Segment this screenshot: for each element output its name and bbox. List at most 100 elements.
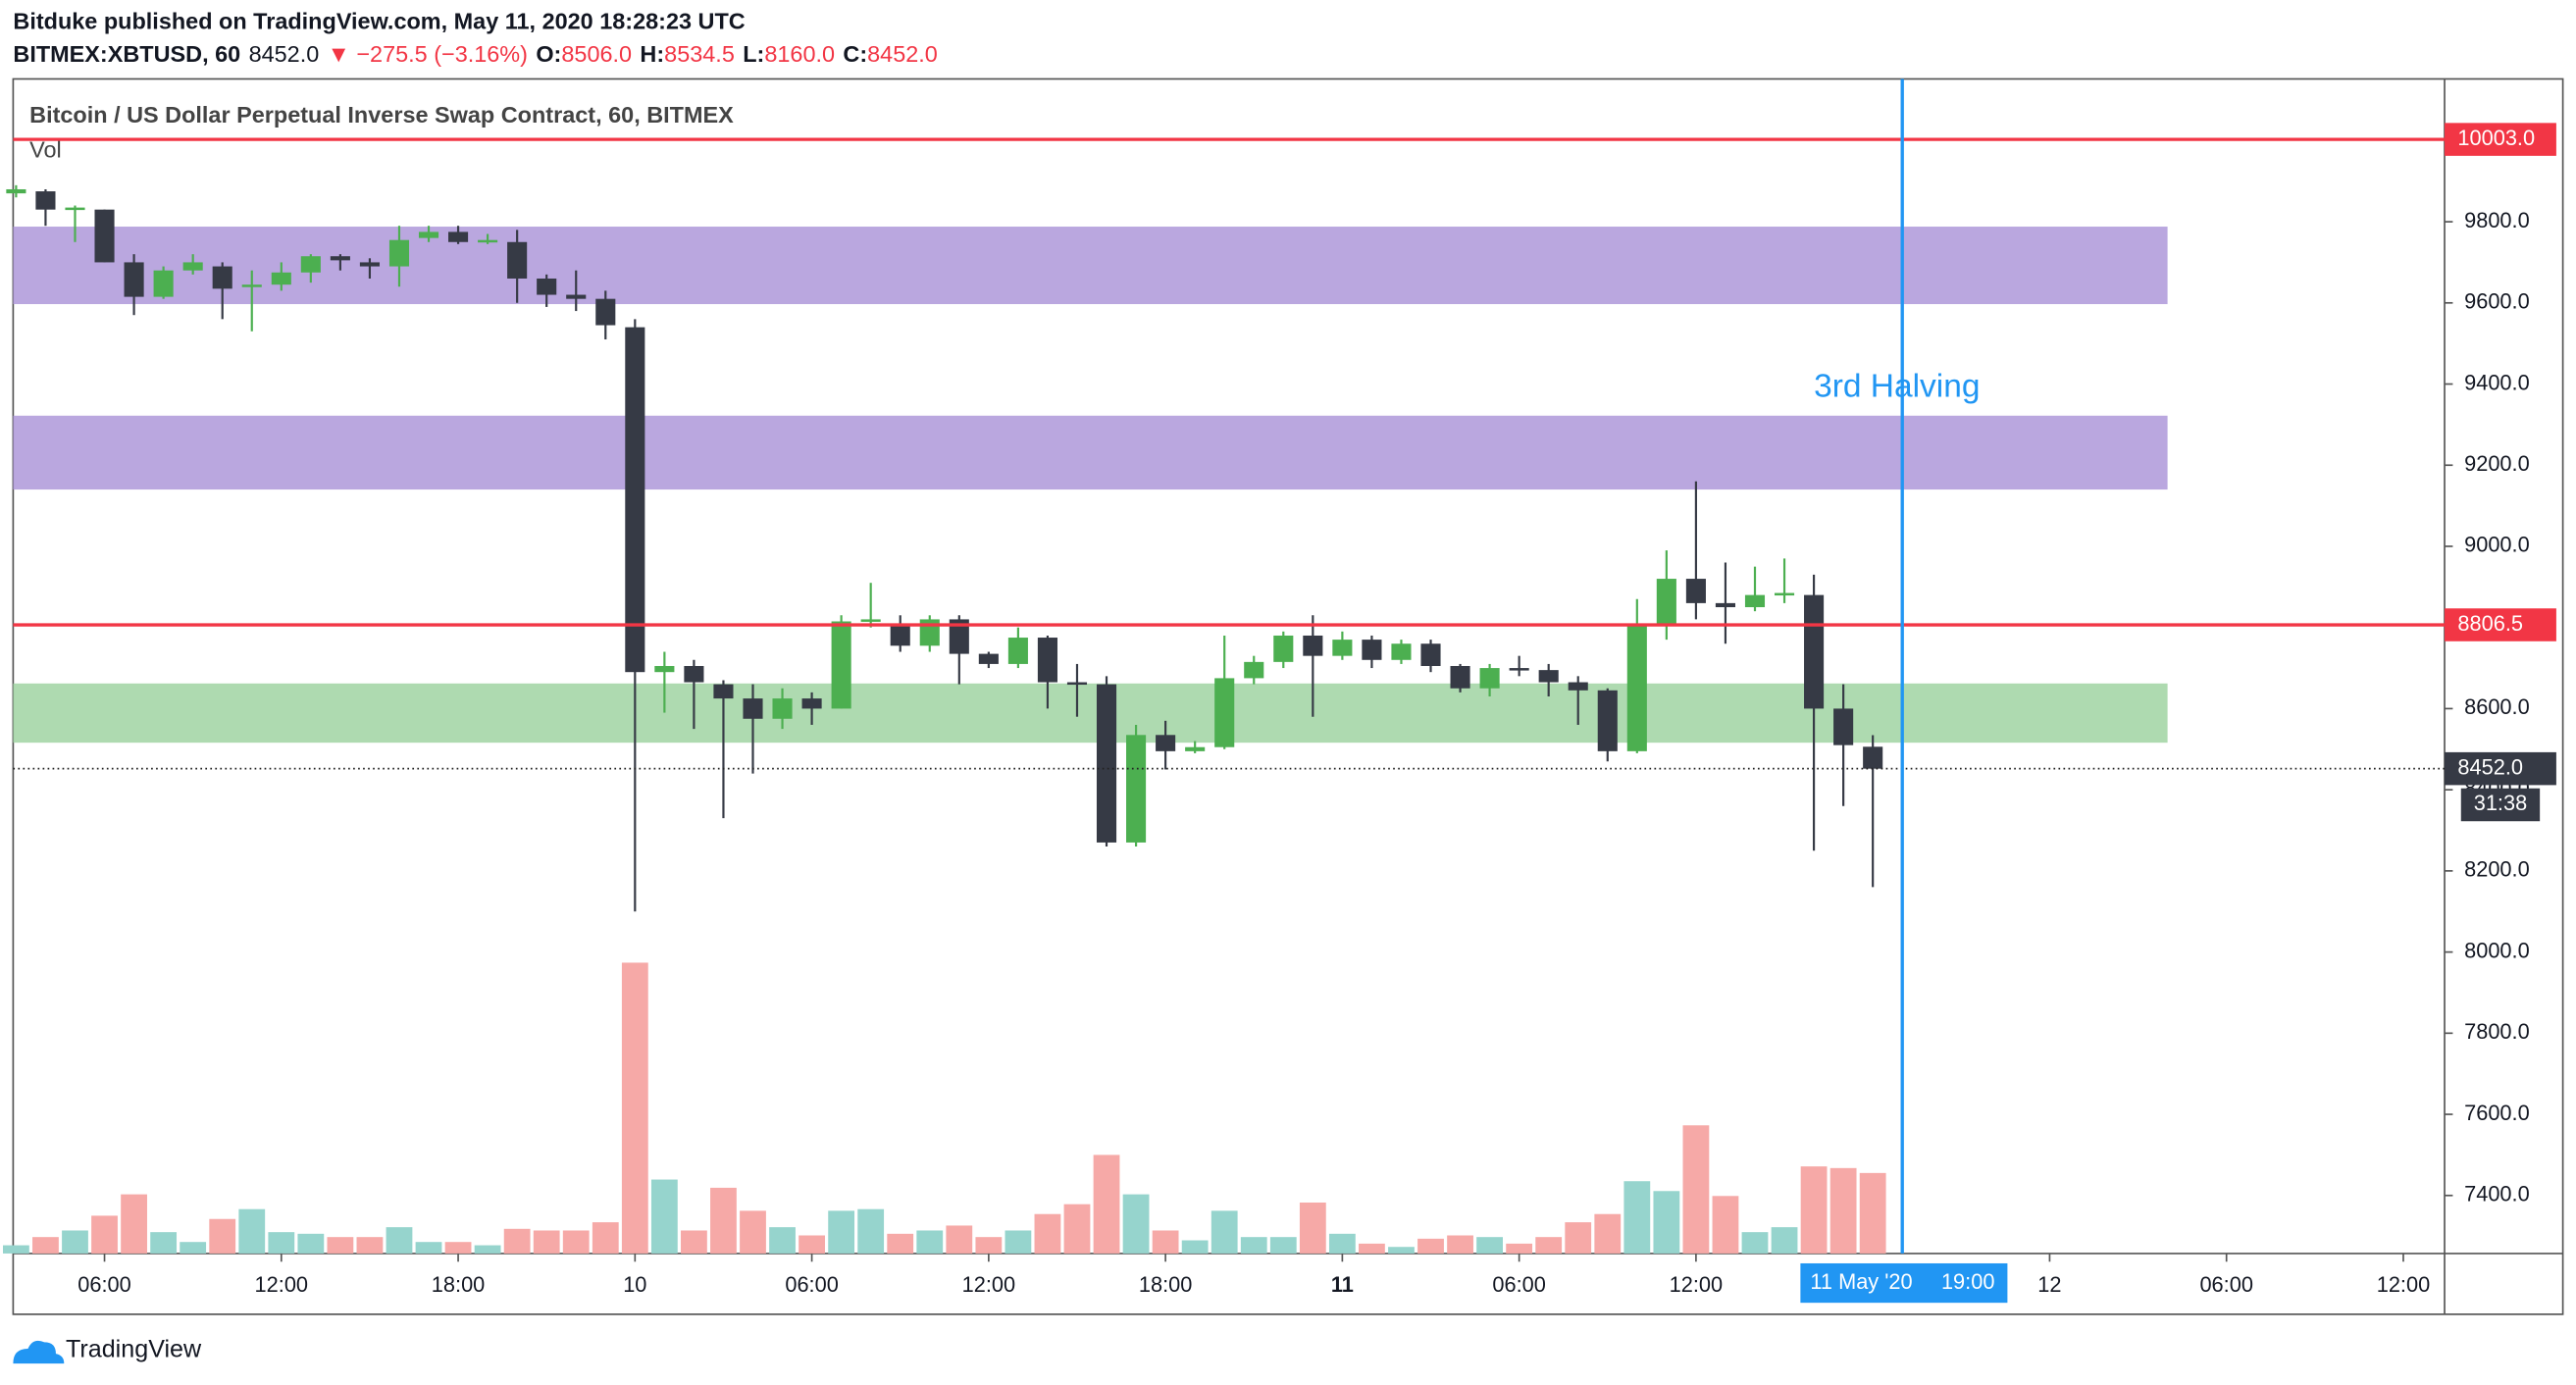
candle-body bbox=[153, 270, 174, 297]
y-tick-label: 9000.0 bbox=[2464, 533, 2530, 557]
header-last: 8452.0 bbox=[249, 41, 320, 67]
price-label: 8806.5 bbox=[2457, 611, 2523, 636]
candle-body bbox=[1804, 594, 1825, 709]
x-tick-label: 12:00 bbox=[255, 1272, 308, 1297]
volume-bar bbox=[916, 1230, 944, 1254]
price-label-box bbox=[2445, 608, 2556, 641]
x-tick-label: 12 bbox=[2037, 1272, 2061, 1297]
volume-bar bbox=[562, 1230, 590, 1254]
header-o-label: O: bbox=[536, 41, 561, 67]
volume-bar bbox=[1240, 1237, 1267, 1254]
candle-body bbox=[949, 619, 969, 654]
candle-body bbox=[1273, 635, 1294, 662]
header-h-label: H: bbox=[640, 41, 664, 67]
volume-bar bbox=[503, 1228, 531, 1254]
x-tick-label: 06:00 bbox=[1492, 1272, 1545, 1297]
candle-body bbox=[1391, 643, 1412, 660]
candle-body bbox=[1362, 640, 1382, 660]
volume-bar bbox=[1741, 1232, 1769, 1254]
y-tick-label: 9200.0 bbox=[2464, 451, 2530, 476]
candle-body bbox=[1833, 708, 1854, 745]
candle-body bbox=[860, 619, 881, 622]
x-tick-label: 12:00 bbox=[962, 1272, 1015, 1297]
volume-bar bbox=[3, 1245, 29, 1254]
volume-bar bbox=[769, 1227, 796, 1254]
candle-body bbox=[831, 621, 851, 709]
volume-bar bbox=[1594, 1213, 1622, 1254]
candle-body bbox=[182, 262, 203, 271]
candle-body bbox=[1332, 640, 1353, 656]
volume-bar bbox=[150, 1232, 178, 1254]
candle-body bbox=[1774, 592, 1795, 596]
volume-bar bbox=[710, 1187, 737, 1254]
candle-body bbox=[537, 278, 557, 295]
volume-bar bbox=[297, 1233, 325, 1254]
x-tick-label: 12:00 bbox=[2377, 1272, 2430, 1297]
volume-bar bbox=[474, 1245, 501, 1254]
y-tick-label: 9600.0 bbox=[2464, 289, 2530, 314]
candle-body bbox=[1626, 625, 1647, 751]
candle-body bbox=[124, 262, 144, 297]
frame bbox=[12, 77, 2564, 1315]
volume-bar bbox=[1269, 1237, 1297, 1254]
candle-body bbox=[1303, 635, 1323, 656]
volume-bar bbox=[1829, 1167, 1857, 1254]
volume-bar bbox=[268, 1232, 295, 1254]
candle-body bbox=[1685, 579, 1706, 603]
zone bbox=[13, 227, 2168, 305]
candle-body bbox=[6, 188, 26, 194]
volume-bar bbox=[1093, 1154, 1120, 1254]
candle-body bbox=[1597, 690, 1618, 751]
candle-body bbox=[566, 294, 587, 299]
x-tick-label: 10 bbox=[623, 1272, 646, 1297]
header-l-label: L: bbox=[743, 41, 764, 67]
candle-body bbox=[1126, 735, 1147, 843]
price-label-box bbox=[2445, 123, 2556, 156]
header-l: 8160.0 bbox=[764, 41, 835, 67]
volume-bar bbox=[1417, 1238, 1444, 1254]
volume-bar bbox=[1388, 1247, 1415, 1254]
volume-bar bbox=[650, 1179, 678, 1254]
candle-body bbox=[65, 207, 85, 211]
candle-body bbox=[478, 239, 498, 243]
candle-body bbox=[1420, 643, 1441, 666]
candle-body bbox=[1479, 668, 1500, 689]
candle-body bbox=[1156, 735, 1176, 751]
volume-bar bbox=[681, 1230, 707, 1254]
candle-body bbox=[359, 262, 380, 267]
annotation: 3rd Halving bbox=[1814, 369, 1980, 405]
volume-bar bbox=[1476, 1237, 1503, 1254]
candle-body bbox=[1715, 602, 1735, 608]
candle-body bbox=[1656, 579, 1676, 626]
crosshair-label-box bbox=[1800, 1262, 2008, 1304]
y-tick-label: 7800.0 bbox=[2464, 1019, 2530, 1044]
last-price-label: 8452.0 bbox=[2457, 754, 2523, 779]
crosshair-date: 11 May '20 bbox=[1810, 1269, 1912, 1294]
volume-bar bbox=[1063, 1204, 1091, 1254]
candle-body bbox=[388, 239, 410, 267]
volume-bar bbox=[592, 1222, 619, 1254]
volume-bar bbox=[799, 1235, 825, 1254]
y-tick-label: 9400.0 bbox=[2464, 370, 2530, 394]
symbol-line: BITMEX:XBTUSD, 60 8452.0 ▼ −275.5 (−3.16%)… bbox=[13, 41, 937, 67]
candle-body bbox=[94, 209, 115, 263]
symbol-text: BITMEX:XBTUSD, 60 8452.0 ▼ −275.5 (−3.16%)… bbox=[13, 41, 937, 67]
volume-bar bbox=[1152, 1230, 1179, 1254]
volume-bar bbox=[1653, 1191, 1680, 1254]
volume-bar bbox=[1800, 1166, 1828, 1254]
volume-bar bbox=[1034, 1213, 1061, 1254]
volume-bar bbox=[356, 1237, 384, 1254]
candle-body bbox=[1863, 746, 1883, 769]
plot bbox=[3, 184, 2168, 1254]
volume-bar bbox=[887, 1233, 914, 1254]
last-price-box bbox=[2445, 751, 2556, 786]
volume-bar bbox=[946, 1225, 973, 1254]
header-c-label: C: bbox=[843, 41, 867, 67]
logo-icon bbox=[13, 1340, 65, 1364]
candle-body bbox=[300, 256, 321, 273]
candle-body bbox=[1185, 746, 1206, 751]
volume-bar bbox=[209, 1218, 236, 1254]
candle-body bbox=[1509, 668, 1529, 671]
y-tick-label: 8000.0 bbox=[2464, 938, 2530, 962]
